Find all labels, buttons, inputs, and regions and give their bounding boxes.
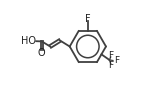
Text: F: F (109, 51, 114, 60)
Text: F: F (109, 61, 114, 70)
Text: HO: HO (21, 36, 36, 46)
Text: F: F (85, 14, 91, 24)
Text: O: O (38, 48, 46, 58)
Text: F: F (114, 56, 119, 65)
